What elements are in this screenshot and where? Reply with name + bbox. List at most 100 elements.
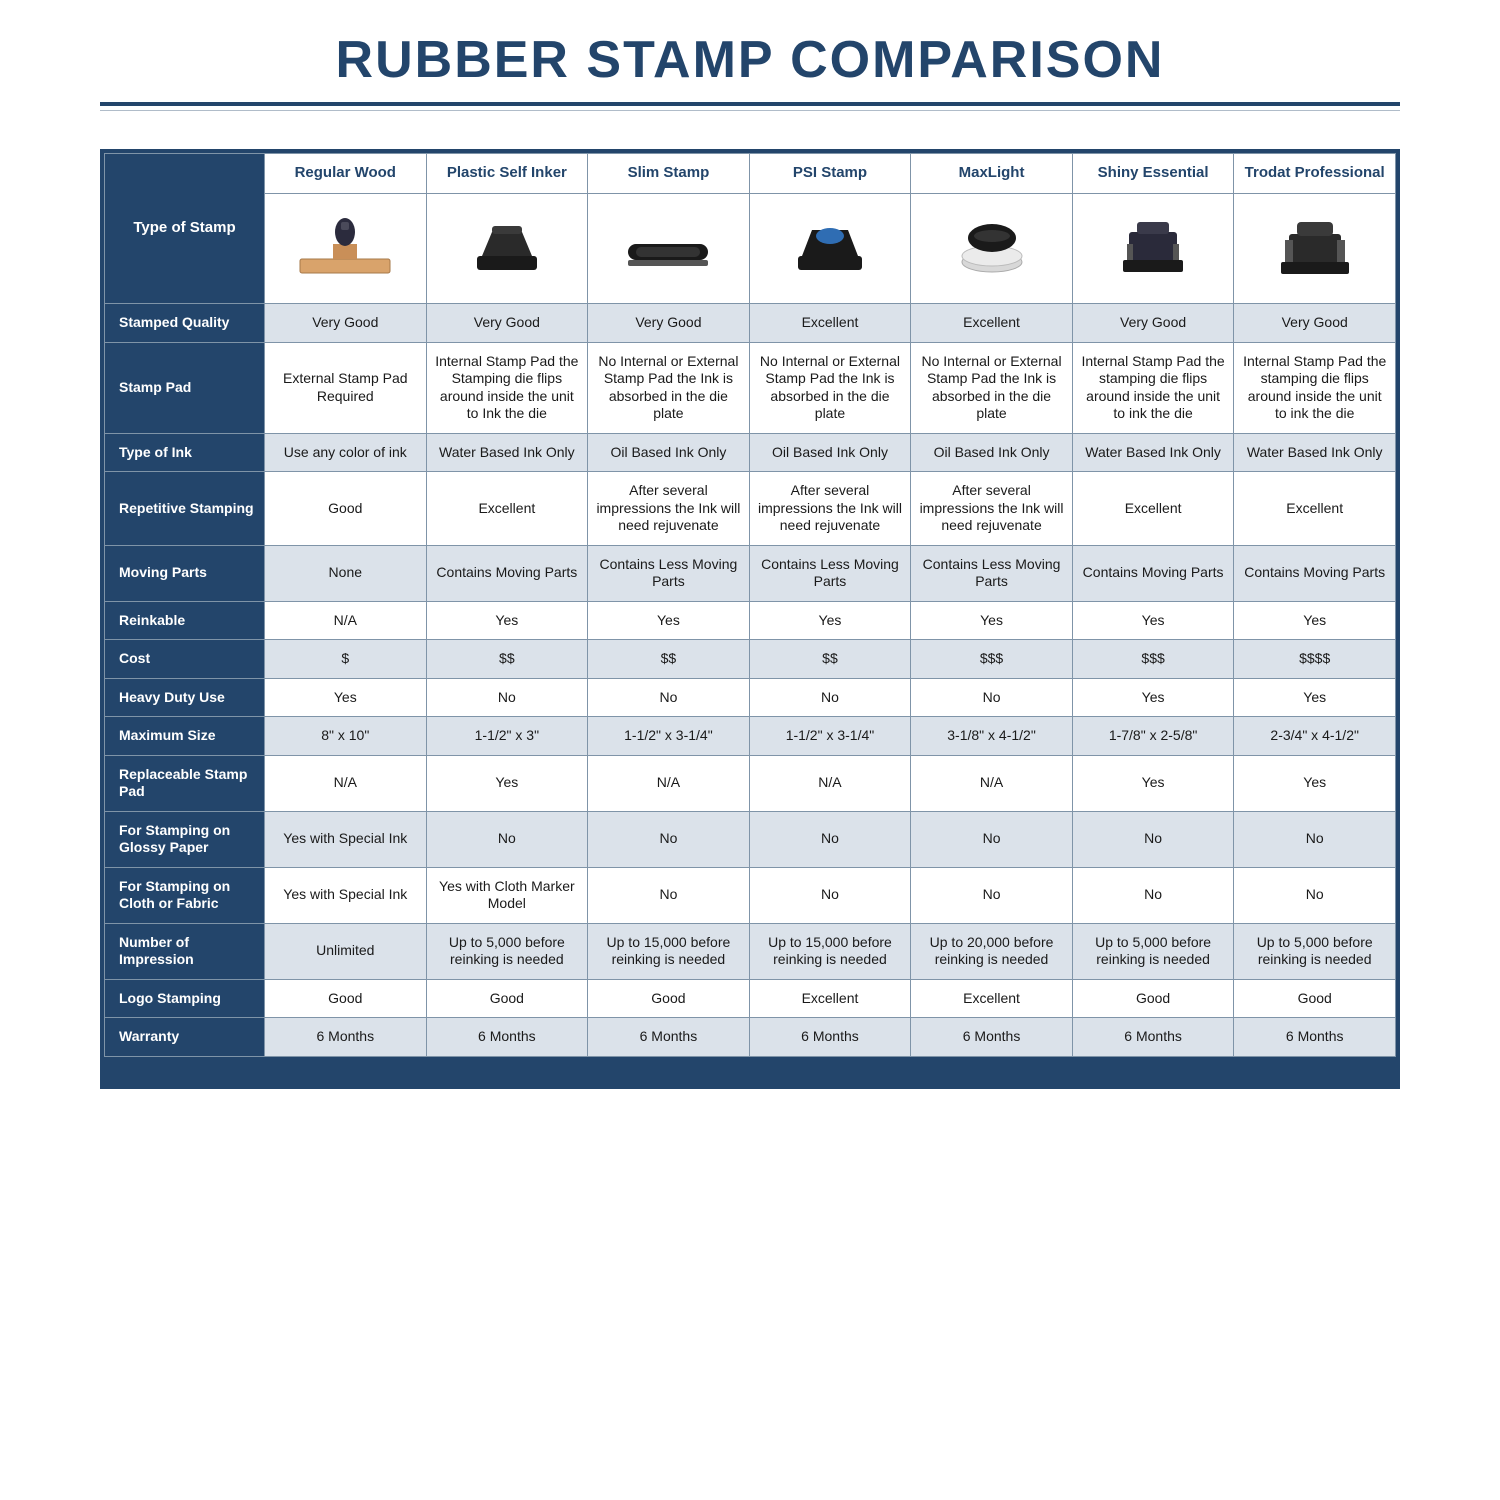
- table-cell: No: [911, 867, 1073, 923]
- column-header: MaxLight: [911, 154, 1073, 194]
- table-cell: Yes: [426, 601, 588, 640]
- table-cell: After several impressions the Ink will n…: [588, 472, 750, 546]
- table-cell: Yes: [1072, 601, 1234, 640]
- table-cell: Contains Moving Parts: [426, 545, 588, 601]
- column-header: Trodat Professional: [1234, 154, 1396, 194]
- table-cell: N/A: [911, 755, 1073, 811]
- shiny-essential-stamp-icon: [1093, 214, 1213, 279]
- table-cell: Up to 15,000 before reinking is needed: [749, 923, 911, 979]
- corner-cell: Type of Stamp: [105, 154, 265, 304]
- table-cell: 6 Months: [1234, 1018, 1396, 1057]
- table-cell: Yes: [265, 678, 427, 717]
- table-cell: 6 Months: [749, 1018, 911, 1057]
- table-cell: 1-1/2" x 3": [426, 717, 588, 756]
- table-cell: Very Good: [588, 304, 750, 343]
- regular-wood-stamp-icon: [285, 214, 405, 279]
- table-header-row: Type of Stamp Regular Wood Plastic Self …: [105, 154, 1396, 194]
- table-cell: Internal Stamp Pad the stamping die flip…: [1234, 342, 1396, 433]
- comparison-table-container: Type of Stamp Regular Wood Plastic Self …: [100, 149, 1400, 1061]
- table-cell: Excellent: [1234, 472, 1396, 546]
- table-cell: Water Based Ink Only: [426, 433, 588, 472]
- table-row: Replaceable Stamp PadN/AYesN/AN/AN/AYesY…: [105, 755, 1396, 811]
- row-header: Stamp Pad: [105, 342, 265, 433]
- table-cell: Very Good: [1234, 304, 1396, 343]
- table-cell: Yes: [1234, 678, 1396, 717]
- title-underline: [100, 102, 1400, 106]
- table-cell: Yes with Special Ink: [265, 811, 427, 867]
- table-cell: Contains Less Moving Parts: [749, 545, 911, 601]
- table-cell: $$: [588, 640, 750, 679]
- table-cell: None: [265, 545, 427, 601]
- table-cell: Yes with Special Ink: [265, 867, 427, 923]
- row-header: Heavy Duty Use: [105, 678, 265, 717]
- stamp-image-cell: [911, 194, 1073, 304]
- table-cell: No: [426, 678, 588, 717]
- table-cell: $$$$: [1234, 640, 1396, 679]
- table-cell: $$: [749, 640, 911, 679]
- table-cell: No Internal or External Stamp Pad the In…: [588, 342, 750, 433]
- table-row: Cost$$$$$$$$$$$$$$$$$: [105, 640, 1396, 679]
- table-cell: No: [588, 678, 750, 717]
- stamp-image-cell: [1234, 194, 1396, 304]
- row-header: Maximum Size: [105, 717, 265, 756]
- table-cell: No Internal or External Stamp Pad the In…: [911, 342, 1073, 433]
- table-cell: Up to 5,000 before reinking is needed: [426, 923, 588, 979]
- table-row: For Stamping on Cloth or FabricYes with …: [105, 867, 1396, 923]
- table-cell: Up to 5,000 before reinking is needed: [1234, 923, 1396, 979]
- table-cell: Up to 15,000 before reinking is needed: [588, 923, 750, 979]
- row-header: Cost: [105, 640, 265, 679]
- table-cell: Excellent: [426, 472, 588, 546]
- table-cell: Yes: [749, 601, 911, 640]
- table-cell: Internal Stamp Pad the stamping die flip…: [1072, 342, 1234, 433]
- stamp-image-cell: [1072, 194, 1234, 304]
- trodat-professional-stamp-icon: [1255, 214, 1375, 279]
- table-cell: No: [749, 678, 911, 717]
- table-cell: No: [1234, 811, 1396, 867]
- table-cell: 6 Months: [911, 1018, 1073, 1057]
- stamp-image-cell: [265, 194, 427, 304]
- table-cell: After several impressions the Ink will n…: [911, 472, 1073, 546]
- table-cell: N/A: [265, 601, 427, 640]
- table-cell: 1-7/8" x 2-5/8": [1072, 717, 1234, 756]
- table-cell: N/A: [749, 755, 911, 811]
- table-row: Logo StampingGoodGoodGoodExcellentExcell…: [105, 979, 1396, 1018]
- row-header: For Stamping on Glossy Paper: [105, 811, 265, 867]
- table-cell: Up to 5,000 before reinking is needed: [1072, 923, 1234, 979]
- table-row: Maximum Size8" x 10"1-1/2" x 3"1-1/2" x …: [105, 717, 1396, 756]
- table-cell: No: [749, 867, 911, 923]
- table-cell: No: [1072, 867, 1234, 923]
- table-cell: Yes: [588, 601, 750, 640]
- table-body: Stamped QualityVery GoodVery GoodVery Go…: [105, 304, 1396, 1057]
- table-row: Repetitive StampingGoodExcellentAfter se…: [105, 472, 1396, 546]
- table-cell: 6 Months: [265, 1018, 427, 1057]
- table-cell: Yes with Cloth Marker Model: [426, 867, 588, 923]
- column-header: Shiny Essential: [1072, 154, 1234, 194]
- table-cell: External Stamp Pad Required: [265, 342, 427, 433]
- table-cell: No: [1072, 811, 1234, 867]
- table-cell: $$$: [1072, 640, 1234, 679]
- table-cell: Excellent: [911, 304, 1073, 343]
- column-header: Slim Stamp: [588, 154, 750, 194]
- table-cell: N/A: [265, 755, 427, 811]
- table-cell: Contains Moving Parts: [1234, 545, 1396, 601]
- table-cell: Internal Stamp Pad the Stamping die flip…: [426, 342, 588, 433]
- table-cell: No Internal or External Stamp Pad the In…: [749, 342, 911, 433]
- row-header: Warranty: [105, 1018, 265, 1057]
- table-cell: Good: [265, 472, 427, 546]
- row-header: Number of Impression: [105, 923, 265, 979]
- table-cell: Yes: [1072, 678, 1234, 717]
- row-header: Logo Stamping: [105, 979, 265, 1018]
- table-cell: Yes: [1234, 601, 1396, 640]
- table-cell: Use any color of ink: [265, 433, 427, 472]
- table-cell: Oil Based Ink Only: [588, 433, 750, 472]
- stamp-image-cell: [588, 194, 750, 304]
- table-cell: Yes: [911, 601, 1073, 640]
- plastic-self-inker-stamp-icon: [447, 214, 567, 279]
- table-cell: Good: [265, 979, 427, 1018]
- slim-stamp-icon: [608, 214, 728, 279]
- table-cell: No: [749, 811, 911, 867]
- table-cell: N/A: [588, 755, 750, 811]
- row-header: Replaceable Stamp Pad: [105, 755, 265, 811]
- row-header: Moving Parts: [105, 545, 265, 601]
- table-row: Heavy Duty UseYesNoNoNoNoYesYes: [105, 678, 1396, 717]
